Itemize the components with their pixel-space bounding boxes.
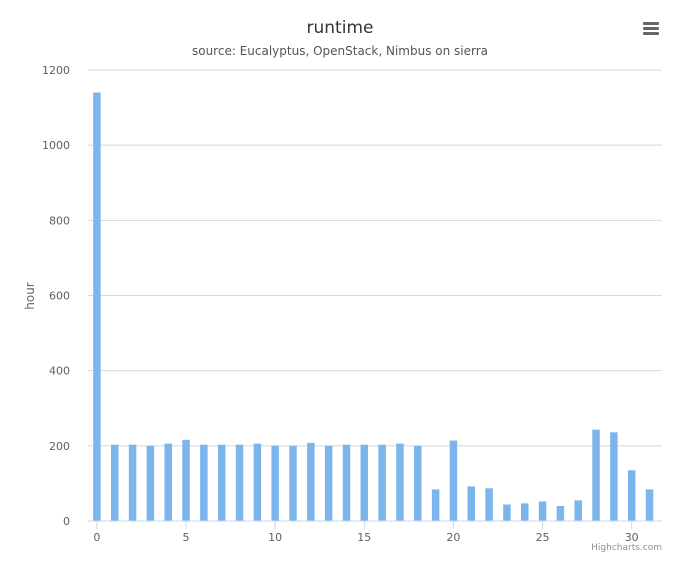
y-gridlines [88, 69, 662, 447]
x-tick-label: 5 [183, 531, 190, 544]
bar[interactable] [467, 486, 476, 521]
y-axis-title: hour [23, 282, 37, 310]
credits-link[interactable]: Highcharts.com [591, 543, 662, 553]
bar[interactable] [431, 489, 440, 521]
y-tick-label: 400 [49, 365, 70, 378]
bar[interactable] [485, 488, 493, 521]
bar-series [93, 92, 654, 522]
bar[interactable] [271, 445, 279, 521]
bar[interactable] [182, 439, 190, 521]
bar[interactable] [289, 445, 297, 521]
bar[interactable] [110, 444, 119, 521]
menu-icon-line [643, 32, 659, 35]
bar[interactable] [164, 443, 172, 521]
bar[interactable] [93, 92, 101, 522]
bar[interactable] [217, 444, 226, 521]
y-tick-label: 1000 [42, 139, 70, 152]
y-tick-label: 600 [49, 290, 70, 303]
x-tick-label: 15 [357, 531, 371, 544]
x-axis-ticks: 0 5 10 15 20 25 30 [93, 521, 639, 544]
bar[interactable] [645, 489, 654, 521]
bar[interactable] [592, 429, 600, 521]
y-tick-label: 800 [49, 214, 70, 227]
x-tick-label: 0 [93, 531, 100, 544]
menu-icon-line [643, 27, 659, 30]
chart-title: runtime [307, 18, 374, 38]
chart-subtitle: source: Eucalyptus, OpenStack, Nimbus on… [192, 44, 488, 58]
bar[interactable] [378, 444, 386, 521]
y-tick-label: 0 [63, 515, 70, 528]
bar[interactable] [253, 443, 262, 521]
bar[interactable] [449, 440, 458, 521]
bar[interactable] [128, 444, 137, 521]
menu-icon [643, 22, 659, 25]
x-tick-label: 10 [268, 531, 282, 544]
bar[interactable] [574, 500, 582, 521]
y-tick-label: 200 [49, 440, 70, 453]
x-tick-label: 30 [625, 531, 639, 544]
bar[interactable] [610, 432, 618, 521]
context-menu-button[interactable] [636, 16, 664, 42]
bar[interactable] [396, 443, 404, 521]
bar[interactable] [235, 444, 244, 521]
bar[interactable] [503, 504, 511, 521]
bar[interactable] [520, 503, 529, 521]
bar[interactable] [324, 445, 333, 521]
bar[interactable] [556, 505, 565, 521]
bar[interactable] [146, 445, 155, 521]
x-tick-label: 25 [536, 531, 550, 544]
bar[interactable] [414, 445, 422, 521]
bar[interactable] [307, 442, 315, 521]
bar[interactable] [538, 501, 547, 521]
x-tick-label: 20 [446, 531, 460, 544]
y-axis-ticks: 0 200 400 600 800 1000 1200 [42, 64, 70, 528]
bar[interactable] [627, 470, 636, 521]
bar[interactable] [200, 444, 208, 521]
y-tick-label: 1200 [42, 64, 70, 77]
bar[interactable] [342, 444, 351, 521]
bar[interactable] [360, 444, 369, 521]
